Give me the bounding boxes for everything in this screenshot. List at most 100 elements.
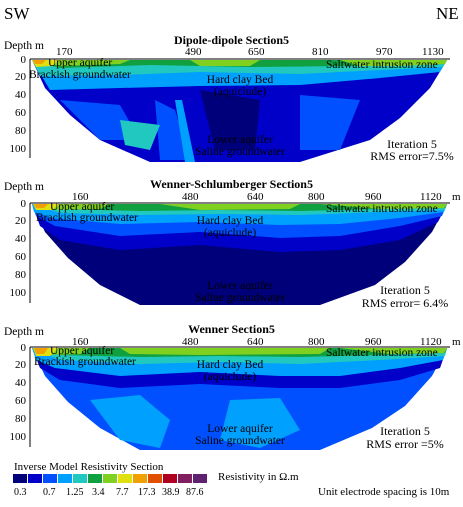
legend-swatch xyxy=(193,474,207,483)
iteration-label: Iteration 5 xyxy=(387,137,437,151)
y-tick: 60 xyxy=(15,395,26,407)
legend-swatch xyxy=(28,474,42,483)
y-tick: 100 xyxy=(9,431,27,443)
y-tick: 20 xyxy=(15,215,26,227)
y-tick: 20 xyxy=(15,71,26,83)
resistivity-section-2 xyxy=(29,202,450,305)
electrode-spacing-note: Unit electrode spacing is 10m xyxy=(318,486,450,498)
x-unit: m xyxy=(452,336,461,348)
legend-swatch xyxy=(58,474,72,483)
label-saline-groundwater: Saline groundwater xyxy=(195,146,285,158)
iteration-label: Iteration 5 xyxy=(380,283,430,297)
label-saline-groundwater: Saline groundwater xyxy=(195,435,285,447)
y-tick: 80 xyxy=(15,269,26,281)
legend-value: 17.3 xyxy=(138,487,156,498)
legend-swatch xyxy=(73,474,87,483)
label-lower-aquifer: Lower aquifer xyxy=(207,280,273,292)
y-tick: 80 xyxy=(15,413,26,425)
legend-swatch xyxy=(88,474,102,483)
y-tick: 60 xyxy=(15,107,26,119)
legend-value: 1.25 xyxy=(66,487,84,498)
rms-error-label: RMS error =5% xyxy=(366,437,444,451)
label-aquiclude: (aquiclude) xyxy=(213,86,267,98)
label-saltwater-intrusion: Saltwater intrusion zone xyxy=(326,59,438,71)
x-tick: 160 xyxy=(72,336,89,348)
label-upper-aquifer: Upper aquifer xyxy=(48,57,113,69)
rms-error-label: RMS error=7.5% xyxy=(370,149,454,163)
depth-axis-label: Depth m xyxy=(4,326,44,338)
label-saltwater-intrusion: Saltwater intrusion zone xyxy=(326,347,438,359)
x-tick: 970 xyxy=(376,46,393,58)
iteration-label: Iteration 5 xyxy=(380,424,430,438)
x-tick: 480 xyxy=(182,336,199,348)
x-tick: 1120 xyxy=(420,336,442,348)
x-tick: 1120 xyxy=(420,191,442,203)
x-tick: 650 xyxy=(248,46,265,58)
legend-swatch xyxy=(118,474,132,483)
legend-title: Inverse Model Resistivity Section xyxy=(14,461,164,473)
x-tick: 960 xyxy=(365,336,382,348)
x-tick: 800 xyxy=(308,336,325,348)
x-unit: m xyxy=(452,191,461,203)
section-title: Wenner Section5 xyxy=(188,322,275,336)
y-tick: 100 xyxy=(9,287,27,299)
label-upper-aquifer: Upper aquifer xyxy=(50,345,115,357)
label-aquiclude: (aquiclude) xyxy=(203,227,257,239)
legend-swatch xyxy=(43,474,57,483)
legend-swatch xyxy=(133,474,147,483)
legend-swatch xyxy=(148,474,162,483)
label-lower-aquifer: Lower aquifer xyxy=(207,423,273,435)
depth-axis-label: Depth m xyxy=(4,40,44,52)
y-tick: 80 xyxy=(15,125,26,137)
x-tick: 490 xyxy=(185,46,202,58)
depth-axis-label: Depth m xyxy=(4,181,44,193)
section-title: Dipole-dipole Section5 xyxy=(173,33,289,47)
label-hard-clay: Hard clay Bed xyxy=(196,359,264,371)
label-brackish-groundwater: Brackish groundwater xyxy=(34,356,136,368)
x-tick: 480 xyxy=(182,191,199,203)
y-tick: 20 xyxy=(15,359,26,371)
legend-color-bar xyxy=(13,474,208,483)
legend-value: 87.6 xyxy=(186,487,204,498)
label-lower-aquifer: Lower aquifer xyxy=(207,134,273,146)
label-brackish-groundwater: Brackish groundwater xyxy=(36,212,138,224)
y-tick: 40 xyxy=(15,377,26,389)
x-tick: 960 xyxy=(365,191,382,203)
y-tick: 60 xyxy=(15,251,26,263)
resistivity-section-3 xyxy=(29,346,450,450)
label-saltwater-intrusion: Saltwater intrusion zone xyxy=(326,203,438,215)
label-hard-clay: Hard clay Bed xyxy=(206,74,274,86)
label-brackish-groundwater: Brackish groundwater xyxy=(29,69,131,81)
y-tick: 0 xyxy=(20,54,27,66)
rms-error-label: RMS error= 6.4% xyxy=(361,296,449,310)
legend-value: 0.3 xyxy=(14,487,27,498)
x-tick: 810 xyxy=(312,46,329,58)
label-hard-clay: Hard clay Bed xyxy=(196,215,264,227)
label-upper-aquifer: Upper aquifer xyxy=(50,201,115,213)
direction-sw: SW xyxy=(4,4,30,23)
y-tick: 0 xyxy=(20,342,27,354)
x-tick: 640 xyxy=(247,336,264,348)
legend-swatch xyxy=(103,474,117,483)
legend-swatch xyxy=(178,474,192,483)
x-tick: 160 xyxy=(72,191,89,203)
legend-value: 7.7 xyxy=(116,487,129,498)
label-aquiclude: (aquiclude) xyxy=(203,371,257,383)
direction-ne: NE xyxy=(436,4,459,23)
legend-unit: Resistivity in Ω.m xyxy=(218,471,299,483)
y-tick: 40 xyxy=(15,233,26,245)
legend-value: 0.7 xyxy=(43,487,56,498)
x-tick: 170 xyxy=(56,46,73,58)
y-tick: 100 xyxy=(9,143,27,155)
section-title: Wenner-Schlumberger Section5 xyxy=(150,177,313,191)
x-tick: 800 xyxy=(308,191,325,203)
legend-swatch xyxy=(163,474,177,483)
y-tick: 40 xyxy=(15,89,26,101)
legend-swatch xyxy=(13,474,27,483)
legend-value: 38.9 xyxy=(162,487,180,498)
label-saline-groundwater: Saline groundwater xyxy=(195,292,285,304)
x-tick: 1130 xyxy=(422,46,444,58)
x-tick: 640 xyxy=(247,191,264,203)
legend-value: 3.4 xyxy=(92,487,105,498)
